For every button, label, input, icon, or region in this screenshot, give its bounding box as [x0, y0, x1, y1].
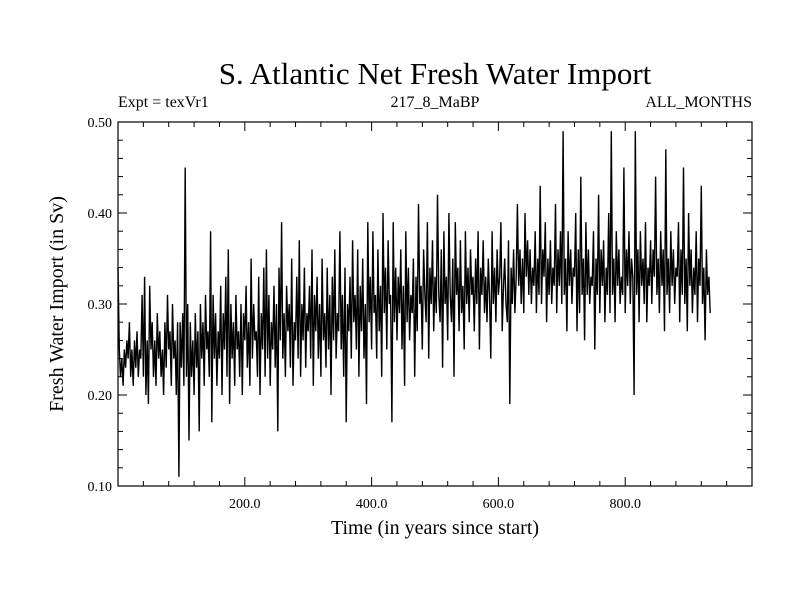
y-tick-label: 0.20: [88, 389, 113, 404]
plot-frame: [117, 121, 753, 487]
x-tick-label: 200.0: [229, 497, 261, 512]
y-tick-label: 0.50: [88, 116, 113, 131]
y-axis-label: Fresh Water Import (in Sv): [46, 196, 68, 412]
months-label: ALL_MONTHS: [645, 94, 752, 111]
axis-ticks: [118, 122, 752, 486]
series-line: [117, 131, 711, 477]
x-tick-label: 800.0: [609, 497, 641, 512]
experiment-label: Expt = texVr1: [118, 94, 209, 111]
y-tick-label: 0.30: [88, 298, 113, 313]
y-tick-label: 0.40: [88, 207, 113, 222]
x-tick-label: 400.0: [356, 497, 388, 512]
x-axis-label: Time (in years since start): [331, 517, 539, 539]
period-label: 217_8_MaBP: [391, 94, 480, 111]
x-tick-label: 600.0: [483, 497, 515, 512]
chart-title: S. Atlantic Net Fresh Water Import: [219, 56, 652, 91]
x-tick-labels: 200.0 400.0 600.0 800.0: [229, 497, 641, 512]
y-tick-labels: 0.10 0.20 0.30 0.40 0.50: [88, 116, 113, 495]
y-tick-label: 0.10: [88, 480, 113, 495]
